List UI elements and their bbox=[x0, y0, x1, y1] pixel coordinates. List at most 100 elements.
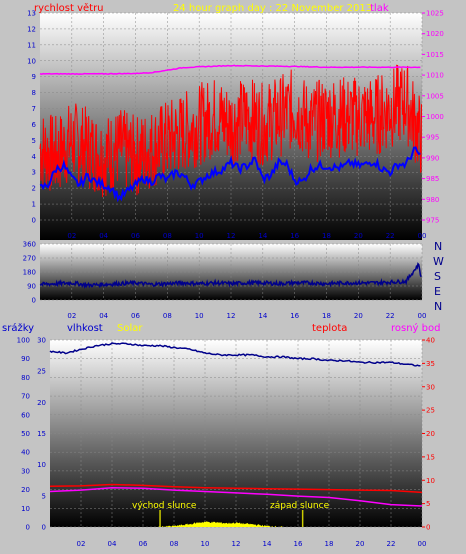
temp-tick-label: 10 bbox=[426, 477, 435, 485]
time-tick-label: 20 bbox=[356, 540, 365, 548]
time-tick-label: 02 bbox=[67, 232, 76, 240]
temperature-label: teplota bbox=[312, 323, 347, 334]
wind-grid bbox=[40, 12, 423, 221]
temp-tick-label: 40 bbox=[426, 337, 435, 345]
pressure-line bbox=[39, 64, 421, 75]
pressure-tick-label: 975 bbox=[426, 217, 439, 225]
pressure-tick-label: 990 bbox=[426, 154, 439, 162]
time-tick-label: 16 bbox=[294, 540, 303, 548]
time-tick-label: 20 bbox=[354, 312, 363, 320]
data-series bbox=[39, 64, 423, 527]
wind-tick-label: 4 bbox=[32, 153, 37, 161]
time-tick-label: 00 bbox=[418, 312, 427, 320]
humidity-tick-label: 0 bbox=[26, 524, 30, 532]
pressure-label: tlak bbox=[370, 3, 389, 14]
time-tick-label: 12 bbox=[227, 232, 236, 240]
pressure-tick-label: 1010 bbox=[426, 72, 444, 80]
wind-tick-label: 5 bbox=[32, 137, 36, 145]
time-tick-label: 14 bbox=[263, 540, 272, 548]
rain-tick-label: 25 bbox=[37, 368, 46, 376]
wind-average-line bbox=[39, 146, 421, 203]
time-tick-label: 18 bbox=[322, 312, 331, 320]
solar-label: Solar bbox=[117, 323, 143, 334]
rain-tick-label: 30 bbox=[37, 337, 46, 345]
wind-tick-label: 9 bbox=[32, 73, 36, 81]
time-tick-label: 14 bbox=[258, 312, 267, 320]
wind-tick-label: 11 bbox=[27, 41, 36, 49]
humidity-tick-label: 10 bbox=[21, 505, 30, 513]
wind-tick-label: 8 bbox=[32, 89, 36, 97]
wind-tick-label: 10 bbox=[27, 57, 36, 65]
temp-tick-label: 35 bbox=[426, 360, 435, 368]
temp-tick-label: 5 bbox=[426, 500, 430, 508]
dewpoint-line bbox=[49, 486, 423, 507]
humidity-tick-label: 40 bbox=[21, 449, 30, 457]
pressure-tick-label: 1015 bbox=[426, 51, 444, 59]
compass-w: W bbox=[433, 255, 444, 268]
time-tick-label: 04 bbox=[99, 312, 108, 320]
pressure-tick-label: 1005 bbox=[426, 92, 444, 100]
time-tick-label: 08 bbox=[163, 312, 172, 320]
pressure-tick-label: 985 bbox=[426, 175, 439, 183]
wind-tick-label: 6 bbox=[32, 121, 37, 129]
humidity-tick-label: 50 bbox=[21, 430, 30, 438]
compass-s: S bbox=[434, 270, 441, 283]
time-tick-label: 18 bbox=[325, 540, 334, 548]
rain-tick-label: 10 bbox=[37, 461, 46, 469]
humidity-line bbox=[49, 342, 421, 367]
compass-n-top: N bbox=[434, 240, 442, 253]
direction-grid bbox=[40, 243, 423, 301]
wind-tick-label: 7 bbox=[32, 105, 36, 113]
time-tick-label: 08 bbox=[163, 232, 172, 240]
wind-tick-label: 0 bbox=[32, 217, 36, 225]
humidity-tick-label: 90 bbox=[21, 355, 30, 363]
time-tick-label: 16 bbox=[290, 312, 299, 320]
humidity-label: vlhkost bbox=[67, 323, 103, 334]
wind-tick-label: 3 bbox=[32, 169, 36, 177]
time-tick-label: 20 bbox=[354, 232, 363, 240]
temp-tick-label: 25 bbox=[426, 407, 435, 415]
rain-label: srážky bbox=[2, 322, 34, 334]
humidity-tick-label: 70 bbox=[21, 393, 30, 401]
time-tick-label: 12 bbox=[232, 540, 241, 548]
temperature-line bbox=[49, 483, 423, 494]
time-tick-label: 14 bbox=[258, 232, 267, 240]
direction-tick-label: 360 bbox=[23, 241, 36, 249]
wind-tick-label: 12 bbox=[27, 25, 36, 33]
time-tick-label: 06 bbox=[131, 232, 140, 240]
axis-labels: 0123456789101112139759809859909951000100… bbox=[17, 10, 444, 549]
time-tick-label: 08 bbox=[170, 540, 179, 548]
time-tick-label: 06 bbox=[139, 540, 148, 548]
wind-tick-label: 1 bbox=[32, 201, 36, 209]
humidity-tick-label: 20 bbox=[21, 486, 30, 494]
direction-tick-label: 90 bbox=[27, 283, 36, 291]
pressure-tick-label: 1000 bbox=[426, 113, 444, 121]
pressure-tick-label: 1025 bbox=[426, 10, 444, 18]
time-tick-label: 04 bbox=[108, 540, 117, 548]
solar-area bbox=[158, 521, 283, 527]
pressure-tick-label: 1020 bbox=[426, 30, 444, 38]
time-tick-label: 22 bbox=[386, 312, 395, 320]
time-tick-label: 00 bbox=[418, 540, 427, 548]
humidity-tick-label: 30 bbox=[21, 467, 30, 475]
time-tick-label: 10 bbox=[201, 540, 210, 548]
humidity-tick-label: 60 bbox=[21, 411, 30, 419]
time-tick-label: 12 bbox=[227, 312, 236, 320]
wind-speed-label: rychlost větru bbox=[34, 2, 104, 14]
time-tick-label: 02 bbox=[67, 312, 76, 320]
direction-tick-label: 270 bbox=[23, 255, 36, 263]
dewpoint-label: rosný bod bbox=[391, 322, 440, 334]
sunrise-annotation: východ slunce bbox=[132, 501, 197, 511]
time-tick-label: 18 bbox=[322, 232, 331, 240]
compass-n-bottom: N bbox=[434, 300, 442, 313]
wind-tick-label: 2 bbox=[32, 185, 36, 193]
time-tick-label: 00 bbox=[418, 232, 427, 240]
rain-tick-label: 20 bbox=[37, 399, 46, 407]
pressure-tick-label: 980 bbox=[426, 196, 439, 204]
humidity-tick-label: 80 bbox=[21, 374, 30, 382]
time-tick-label: 22 bbox=[386, 232, 395, 240]
rain-tick-label: 0 bbox=[42, 524, 46, 532]
pressure-tick-label: 995 bbox=[426, 134, 439, 142]
humidity-tick-label: 100 bbox=[17, 337, 30, 345]
temp-tick-label: 30 bbox=[426, 383, 435, 391]
